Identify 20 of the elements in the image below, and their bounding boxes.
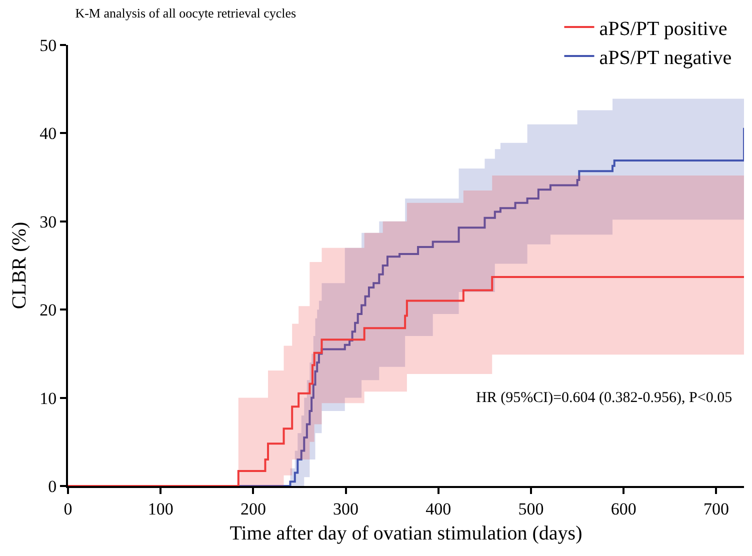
- y-tick-label: 10: [40, 388, 57, 408]
- x-tick-label: 400: [426, 499, 452, 518]
- y-tick-label: 50: [40, 36, 57, 55]
- x-tick-label: 300: [333, 499, 359, 518]
- y-tick-label: 30: [40, 212, 57, 232]
- legend-label: aPS/PT negative: [599, 46, 732, 69]
- x-tick-label: 500: [518, 499, 544, 518]
- x-tick-label: 700: [703, 499, 729, 518]
- chart-title: K-M analysis of all oocyte retrieval cycles: [75, 5, 296, 20]
- y-tick-label: 20: [40, 300, 57, 320]
- x-tick-label: 200: [240, 499, 266, 518]
- x-axis-title: Time after day of ovatian stimulation (days): [230, 522, 582, 544]
- x-tick-label: 100: [148, 499, 174, 518]
- legend-label: aPS/PT positive: [599, 18, 728, 40]
- x-tick-label: 0: [64, 499, 72, 518]
- y-axis-title: CLBR (%): [8, 222, 31, 310]
- y-tick-label: 40: [40, 124, 57, 144]
- annotation: HR (95%CI)=0.604 (0.382-0.956), P<0.05: [476, 390, 732, 406]
- x-tick-label: 600: [610, 499, 636, 518]
- y-tick-label: 0: [48, 476, 57, 496]
